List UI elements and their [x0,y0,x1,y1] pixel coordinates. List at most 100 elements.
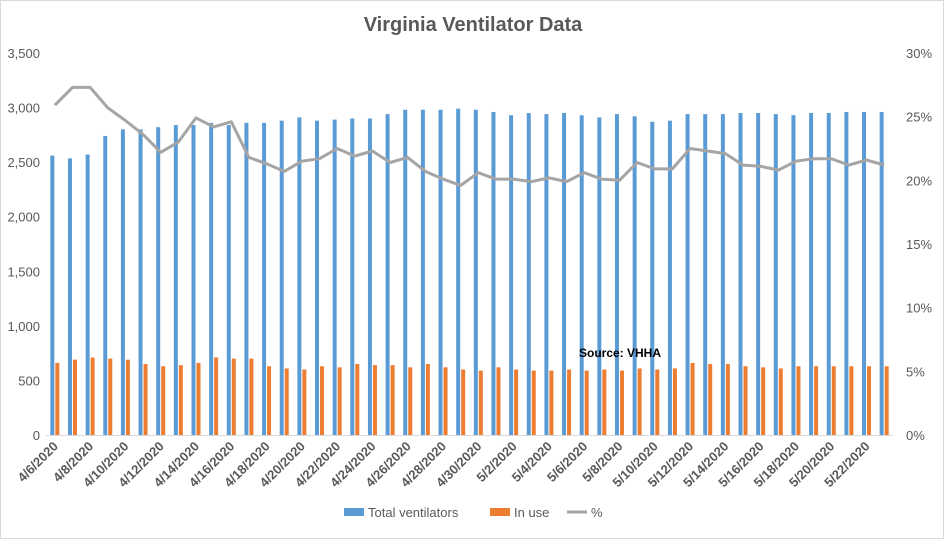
total-ventilators-bar [297,117,302,435]
x-axis: 4/6/20204/8/20204/10/20204/12/20204/14/2… [15,435,893,490]
in-use-bar [761,367,766,435]
in-use-bar [514,369,519,435]
in-use-bar [549,370,554,435]
in-use-bar [55,362,60,435]
in-use-bar [161,366,166,435]
in-use-bar [108,358,113,435]
left-axis-tick-label: 2,000 [7,210,40,225]
in-use-bar [496,367,501,435]
percent-line [53,85,885,187]
total-ventilators-bar [138,129,143,435]
in-use-bar [743,366,748,435]
in-use-bar [355,364,360,435]
chart-legend: Total ventilators In use% [344,505,603,520]
in-use-bar [267,366,272,435]
total-ventilators-bar [667,120,672,435]
in-use-bar [478,370,483,435]
in-use-bar [214,357,219,435]
in-use-bar [390,365,395,435]
in-use-bar [425,364,430,435]
total-ventilators-bar [315,120,320,435]
in-use-bar [690,362,695,435]
total-ventilators-bar [279,120,284,435]
total-ventilators-bar [562,113,567,436]
total-ventilators-bar [262,122,267,435]
in-use-bar [796,366,801,435]
total-ventilators-bar [862,111,867,436]
total-ventilators-bar [809,113,814,436]
in-use-bar [567,369,572,435]
total-ventilators-bar [403,109,408,436]
total-ventilators-bar [491,111,496,436]
left-axis-tick-label: 0 [33,428,40,443]
in-use-bar [778,368,783,435]
in-use-bar [320,366,325,435]
total-ventilators-bar [879,111,884,436]
total-ventilators-bar [756,113,761,436]
total-ventilators-bar [632,116,637,435]
right-axis-tick-label: 5% [906,364,925,379]
left-axis-tick-label: 1,000 [7,319,40,334]
in-use-bar [584,370,589,435]
total-ventilators-bar [385,114,390,436]
total-ventilators-bar [473,109,478,436]
in-use-bar [125,359,130,435]
source-label: Source: VHHA [579,346,661,360]
total-ventilators-bar [791,115,796,435]
total-ventilators-bar [244,122,249,435]
in-use-bar [531,370,536,435]
total-ventilators-bar [103,135,108,435]
line-series [53,85,885,187]
in-use-bar [143,364,148,435]
total-ventilators-bar [85,154,90,435]
total-ventilators-bar [526,113,531,436]
total-ventilators-bar [67,158,72,435]
legend-label: In use [514,505,549,520]
total-ventilators-bar [579,115,584,435]
total-ventilators-bar [738,113,743,436]
left-axis-tick-label: 500 [18,373,40,388]
total-ventilators-bar [826,113,831,436]
total-ventilators-bar [773,114,778,436]
legend-swatch [490,508,510,516]
source-annotation: Source: VHHA [579,346,661,360]
in-use-bar [337,367,342,435]
total-ventilators-bar [544,114,549,436]
bar-series [50,108,889,436]
total-ventilators-bar [120,129,125,435]
total-ventilators-bar [650,121,655,435]
in-use-bar [90,357,95,435]
right-y-axis: 0% 5% 10% 15% 20% 25% 30% [906,46,932,443]
total-ventilators-bar [703,114,708,436]
total-ventilators-bar [438,109,443,436]
right-axis-tick-label: 30% [906,46,932,61]
total-ventilators-bar [191,125,196,435]
total-ventilators-bar [509,115,514,435]
total-ventilators-bar [844,111,849,436]
left-axis-tick-label: 3,500 [7,46,40,61]
chart-title: Virginia Ventilator Data [364,14,583,36]
in-use-bar [867,366,872,435]
total-ventilators-bar [50,155,55,435]
in-use-bar [196,362,201,435]
in-use-bar [725,364,730,435]
in-use-bar [231,358,236,435]
left-axis-tick-label: 1,500 [7,264,40,279]
left-axis-tick-label: 3,000 [7,101,40,116]
in-use-bar [443,367,448,435]
legend-label: Total ventilators [368,505,459,520]
in-use-bar [814,366,819,435]
in-use-bar [249,358,254,435]
total-ventilators-bar [456,108,461,436]
in-use-bar [672,368,677,435]
in-use-bar [72,359,77,435]
in-use-bar [637,368,642,435]
total-ventilators-bar [597,117,602,435]
right-axis-tick-label: 15% [906,237,932,252]
in-use-bar [284,368,289,435]
right-axis-tick-label: 20% [906,173,932,188]
in-use-bar [849,366,854,435]
legend-swatch [344,508,364,516]
